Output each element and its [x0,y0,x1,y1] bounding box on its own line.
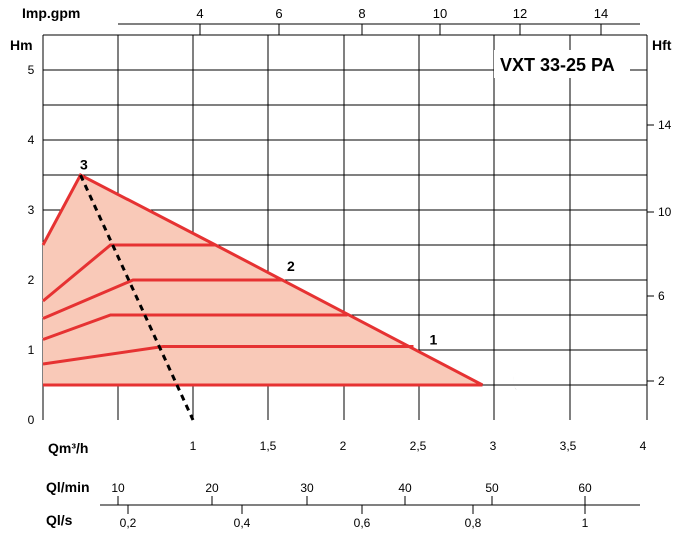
y-tick-label-m: 5 [28,63,35,77]
x-tick-label-lmin: 40 [398,481,412,495]
x-tick-label-m3h: 2,5 [410,439,427,453]
bottom-axis-label-ls: Ql/s [46,512,73,528]
x-tick-label-gpm: 14 [594,6,608,21]
y-tick-label-m: 4 [28,133,35,147]
right-axis-label: Hft [652,37,672,53]
x-tick-label-m3h: 3 [490,439,497,453]
top-axis-label: Imp.gpm [22,5,80,21]
x-tick-label-ls: 0,8 [465,516,482,530]
x-tick-label-m3h: 1,5 [260,439,277,453]
series-group: 3 2 1 [41,157,484,387]
x-tick-label-m3h: 2 [340,439,347,453]
series-line-2 [42,278,283,320]
chart-title: VXT 33-25 PA [500,55,615,75]
series-line-3 [42,313,348,341]
x-tick-label-gpm: 8 [358,6,365,21]
x-tick-label-lmin: 30 [300,481,314,495]
x-tick-label-gpm: 12 [513,6,527,21]
series-line-0 [41,172,484,387]
x-tick-label-gpm: 4 [196,6,203,21]
x-tick-label-ls: 0,4 [234,516,251,530]
y-tick-label-ft: 14 [658,118,672,132]
y-tick-label-m: 3 [28,203,35,217]
x-tick-label-m3h: 1 [190,439,197,453]
x-tick-label-m3h: 3,5 [560,439,577,453]
y-tick-label-ft: 2 [658,374,665,388]
x-tick-label-lmin: 10 [111,481,125,495]
x-tick-label-m3h: 4 [640,439,647,453]
series-line-1 [42,243,216,303]
crescent-moon-icon [512,368,526,394]
y-tick-label-m: 2 [28,273,35,287]
curve-label: 3 [80,157,88,173]
x-tick-label-lmin: 60 [578,481,592,495]
bottom-axis-label-lmin: Ql/min [46,479,90,495]
x-tick-label-ls: 1 [582,516,589,530]
x-tick-label-lmin: 20 [205,481,219,495]
title-background [494,50,630,78]
x-tick-label-lmin: 50 [485,481,499,495]
curve-label: 1 [430,332,438,348]
y-tick-label-ft: 6 [658,289,665,303]
curve-label: 2 [287,258,295,274]
bottom-axis-label-m3h: Qm³/h [48,440,88,456]
x-tick-label-ls: 0,6 [354,516,371,530]
y-tick-label-ft: 10 [658,205,672,219]
x-tick-label-gpm: 10 [433,6,447,21]
x-tick-label-gpm: 6 [275,6,282,21]
max-efficiency-dashed-line [79,174,195,421]
series-line-4 [42,345,414,366]
y-tick-label-m: 1 [28,343,35,357]
left-axis-label: Hm [10,37,33,53]
y-tick-label-m: 0 [28,413,35,427]
x-tick-label-ls: 0,2 [120,516,137,530]
